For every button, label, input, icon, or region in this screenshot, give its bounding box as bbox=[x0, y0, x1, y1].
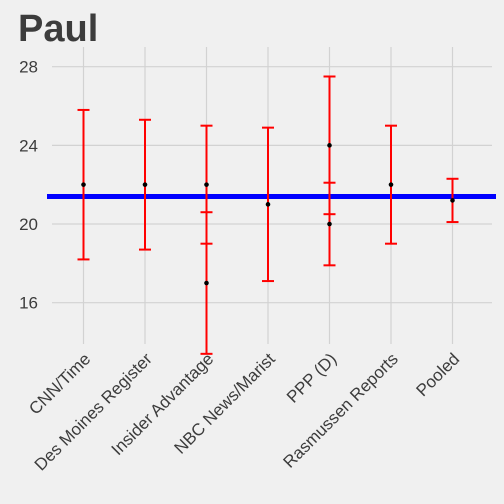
error-bar bbox=[139, 120, 151, 250]
x-tick-label: Des Moines Register bbox=[31, 349, 156, 474]
data-point bbox=[389, 182, 394, 187]
y-axis-ticks: 16 20 24 28 bbox=[19, 58, 38, 313]
data-point bbox=[327, 222, 332, 227]
x-tick-label: Rasmussen Reports bbox=[279, 349, 401, 471]
data-point bbox=[143, 182, 148, 187]
y-tick-label: 24 bbox=[19, 136, 38, 155]
error-bar bbox=[78, 110, 90, 259]
y-tick-label: 28 bbox=[19, 58, 38, 77]
data-point bbox=[266, 202, 271, 207]
x-tick-label: Pooled bbox=[412, 349, 463, 400]
y-tick-label: 20 bbox=[19, 215, 38, 234]
x-tick-label: Insider Advantage bbox=[108, 349, 218, 459]
x-tick-label: PPP (D) bbox=[283, 349, 340, 406]
data-point bbox=[81, 182, 86, 187]
chart-title: Paul bbox=[18, 8, 98, 50]
error-bar bbox=[385, 126, 397, 244]
y-gridlines bbox=[52, 67, 492, 303]
data-point bbox=[450, 198, 455, 203]
error-bar bbox=[262, 128, 274, 281]
error-bar bbox=[201, 212, 213, 354]
y-tick-label: 16 bbox=[19, 294, 38, 313]
data-point bbox=[204, 281, 209, 286]
data-point bbox=[204, 182, 209, 187]
data-point bbox=[327, 143, 332, 148]
error-bar bbox=[447, 179, 459, 222]
